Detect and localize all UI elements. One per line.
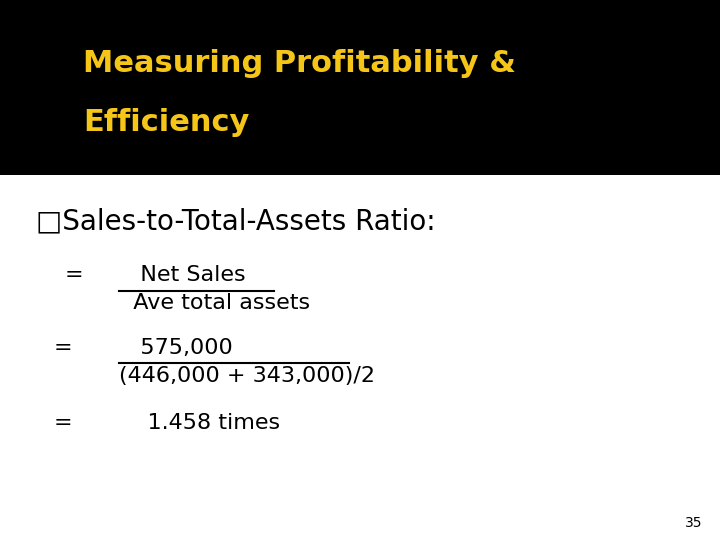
Text: □Sales-to-Total-Assets Ratio:: □Sales-to-Total-Assets Ratio: [36,208,436,236]
Text: 575,000: 575,000 [119,338,233,357]
Text: =: = [54,338,73,357]
Text: =: = [65,265,84,285]
Text: Net Sales: Net Sales [119,265,267,285]
Text: Measuring Profitability &: Measuring Profitability & [83,49,516,78]
Text: Efficiency: Efficiency [83,108,249,137]
Text: Ave total assets: Ave total assets [119,293,310,313]
Text: (446,000 + 343,000)/2: (446,000 + 343,000)/2 [119,366,375,386]
FancyBboxPatch shape [0,0,720,175]
Text: 1.458 times: 1.458 times [119,413,280,433]
Text: 35: 35 [685,516,702,530]
Text: =: = [54,413,73,433]
